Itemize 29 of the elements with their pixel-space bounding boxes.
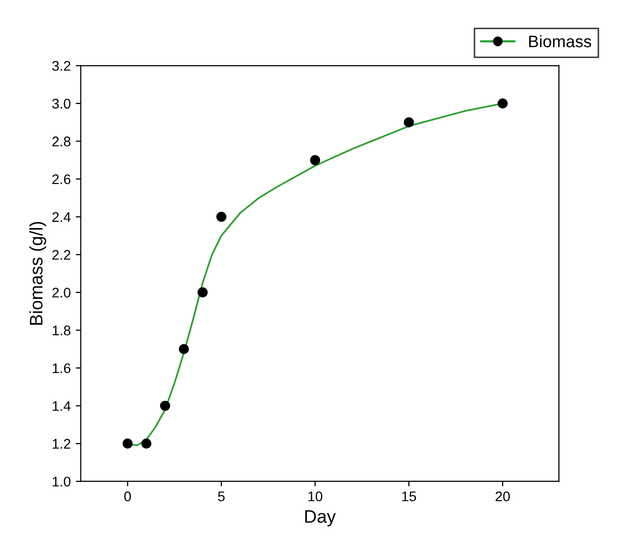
point (498, 98, 508, 109)
x-tick-label: 5 (218, 492, 225, 502)
x-tick-label: 0 (124, 491, 131, 502)
point (160, 400, 170, 411)
y-tick-label: 3.0 (52, 98, 70, 109)
y-tick-label: 2.4 (52, 212, 71, 222)
y-tick-label: 2.8 (52, 136, 70, 146)
y-tick-label: 2.6 (52, 174, 70, 184)
y-tick-label: 2.2 (52, 250, 70, 260)
x-axis-title: Day (305, 510, 336, 526)
x-tick-label: 20 (496, 491, 510, 502)
y-tick-label: 3.2 (52, 60, 70, 71)
point (178, 344, 189, 354)
y-tick-label: 2.0 (52, 288, 70, 298)
x-tick-label: 15 (402, 492, 416, 502)
point (122, 438, 133, 449)
point (141, 438, 152, 449)
y-tick-label: 1.2 (52, 438, 70, 449)
y-tick-label: 1.6 (52, 363, 70, 374)
point (198, 287, 208, 298)
point (404, 117, 414, 128)
y-tick-label: 1.0 (52, 476, 70, 487)
x-tick-label: 10 (308, 491, 322, 502)
point (216, 212, 226, 222)
y-axis-title: Biomass (g/l) (29, 222, 46, 325)
y-tick-label: 1.4 (52, 401, 71, 411)
y-tick-label: 1.8 (52, 326, 70, 336)
legend-label: Biomass (529, 35, 592, 48)
point (310, 155, 320, 166)
